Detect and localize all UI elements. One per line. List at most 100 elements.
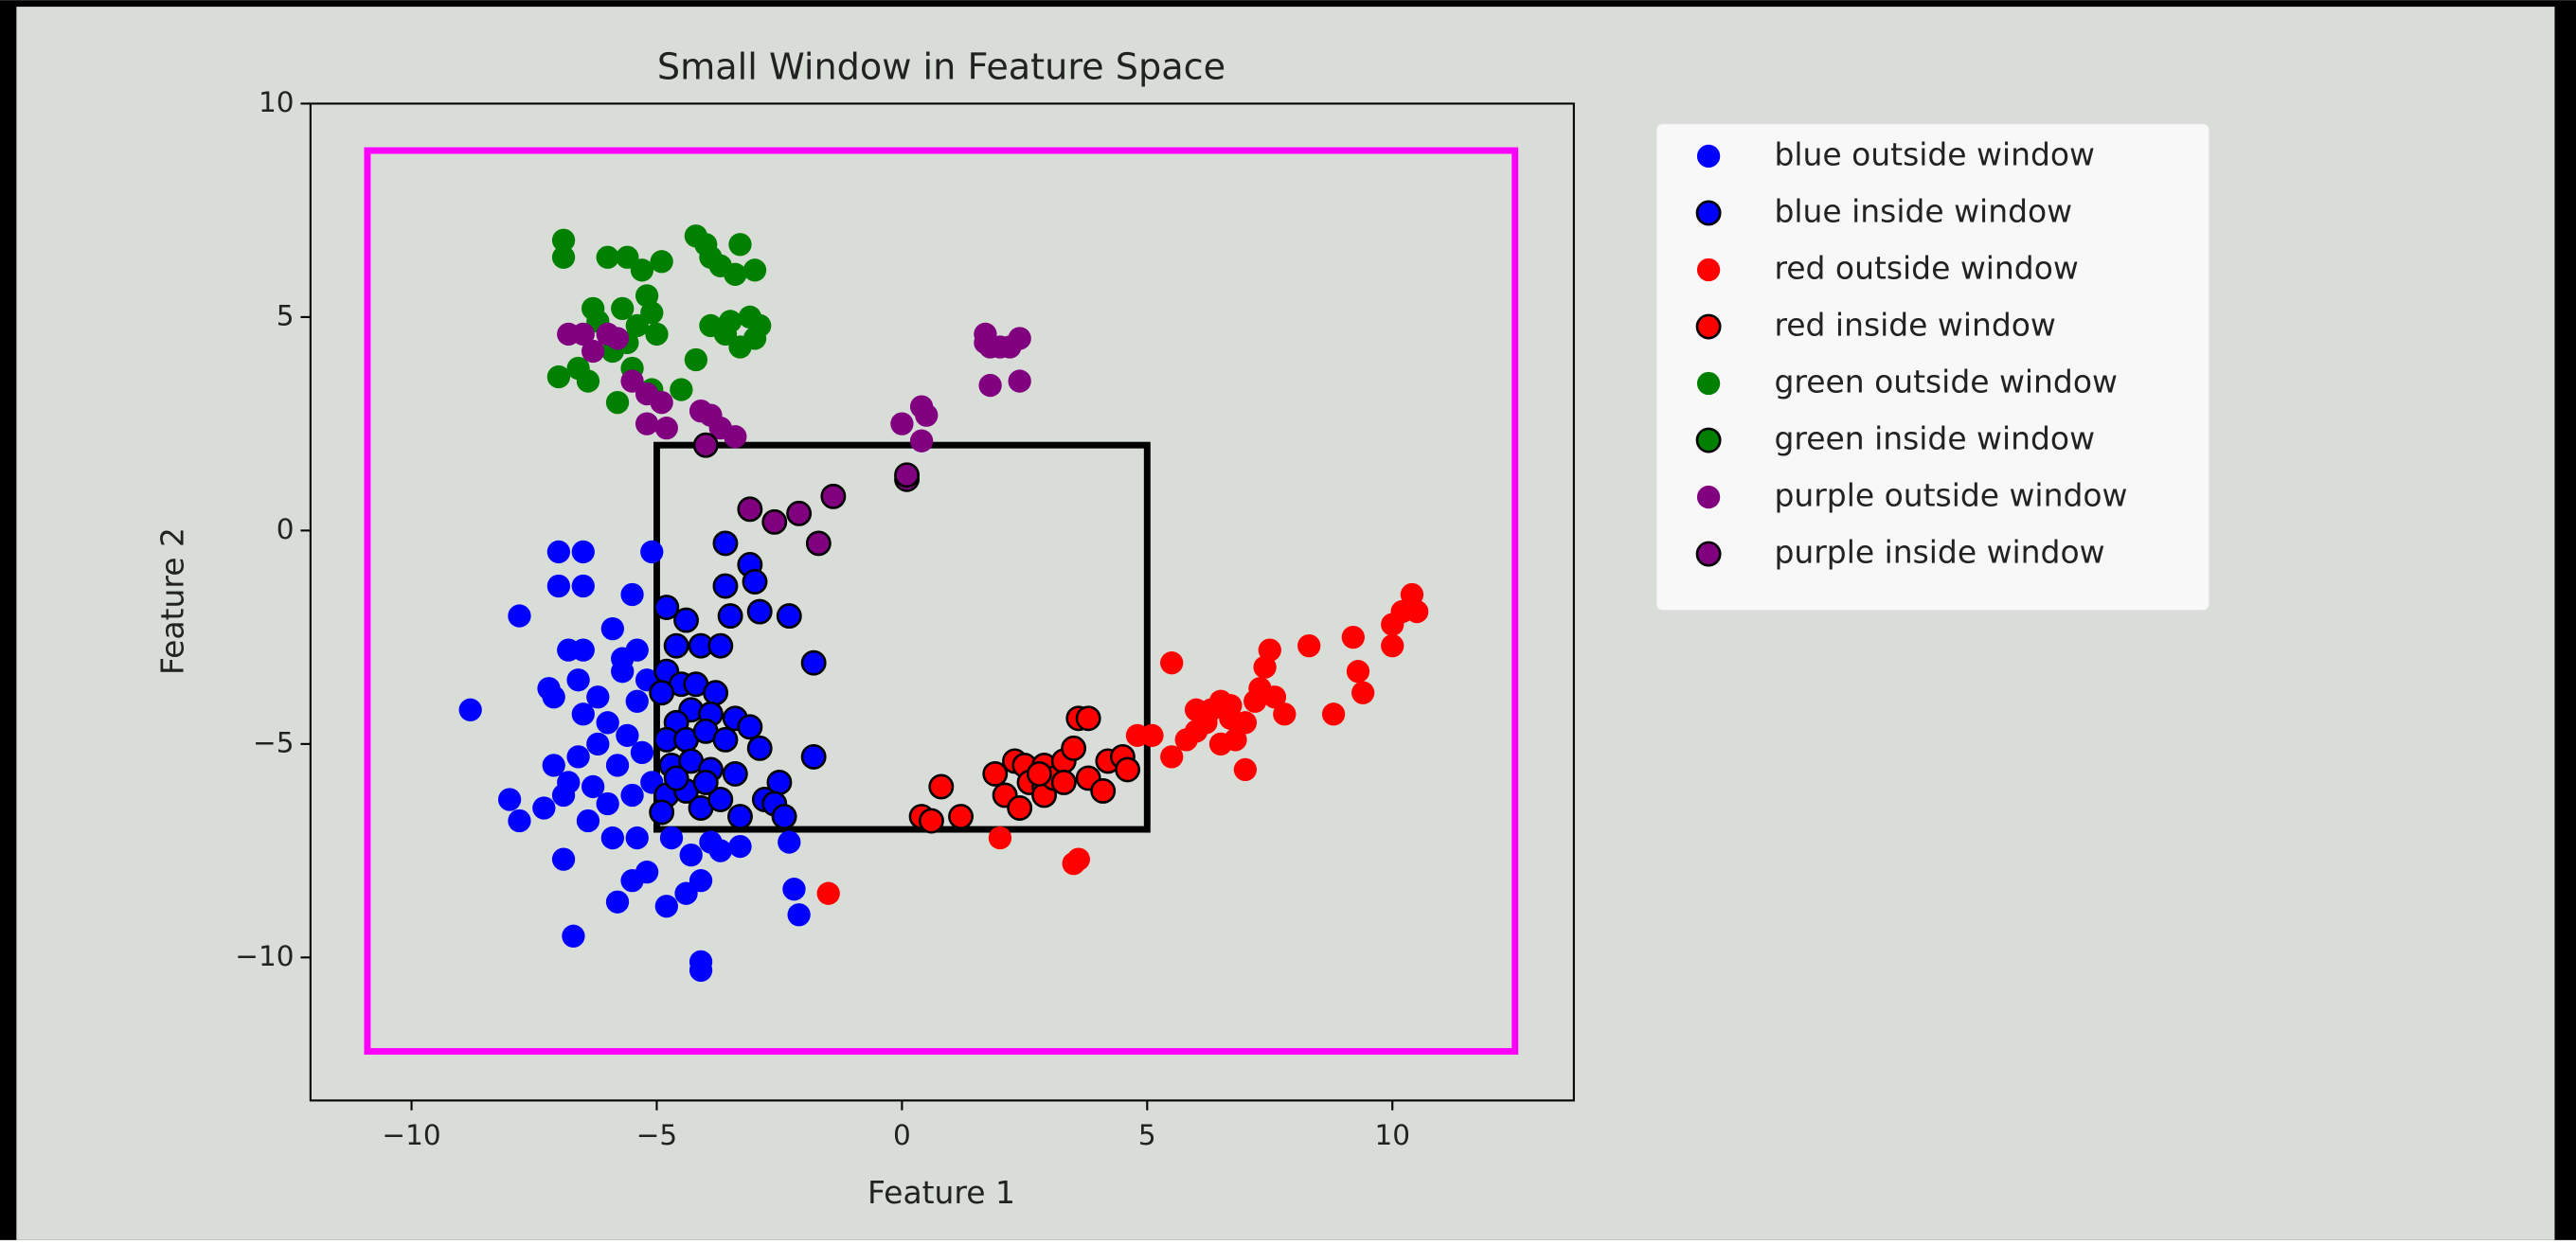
scatter-point — [1026, 760, 1052, 787]
scatter-point — [707, 632, 734, 659]
scatter-point — [551, 783, 576, 808]
scatter-point — [581, 774, 605, 799]
scatter-point — [742, 258, 767, 282]
scatter-point — [649, 799, 675, 826]
scatter-point — [689, 869, 713, 893]
scatter-point — [616, 723, 639, 747]
scatter-point — [653, 595, 680, 620]
scatter-point — [761, 508, 788, 535]
scatter-point — [712, 726, 739, 753]
legend-box — [1655, 122, 2211, 612]
x-tick-label: 0 — [893, 1119, 911, 1151]
scatter-point — [982, 760, 1009, 787]
scatter-point — [1050, 769, 1077, 795]
scatter-point — [1321, 702, 1346, 726]
scatter-point — [649, 680, 675, 706]
legend-label: purple inside window — [1774, 534, 2104, 571]
scatter-point — [1219, 694, 1243, 718]
scatter-point — [571, 702, 595, 726]
scatter-point — [679, 843, 703, 867]
scatter-point — [1008, 369, 1031, 393]
scatter-point — [586, 685, 610, 709]
scatter-point — [737, 714, 763, 740]
scatter-point — [508, 604, 531, 628]
legend-marker — [1696, 258, 1721, 282]
legend-label: red inside window — [1774, 307, 2055, 344]
scatter-point — [625, 826, 649, 850]
scatter-point — [724, 262, 747, 286]
scatter-point — [1125, 723, 1150, 747]
legend-marker — [1696, 485, 1721, 509]
scatter-point — [551, 228, 576, 252]
legend-marker — [1696, 371, 1721, 396]
scatter-point — [497, 788, 522, 811]
x-tick-label: 10 — [1374, 1119, 1410, 1151]
scatter-point — [630, 740, 654, 765]
scatter-point — [663, 632, 689, 659]
x-tick-label: 5 — [1138, 1119, 1156, 1151]
scatter-point — [890, 412, 914, 435]
legend-marker — [1695, 541, 1722, 567]
scatter-point — [737, 496, 763, 523]
scatter-point — [727, 804, 753, 829]
scatter-point — [663, 765, 689, 791]
scatter-point — [915, 403, 939, 427]
scatter-point — [611, 647, 635, 670]
scatter-point — [1090, 778, 1117, 804]
scatter-point — [771, 804, 797, 829]
chart-title: Small Window in Feature Space — [657, 46, 1225, 88]
legend-marker — [1695, 427, 1722, 453]
scatter-point — [1224, 728, 1247, 752]
scatter-point — [1346, 660, 1370, 684]
scatter-point — [712, 530, 739, 557]
scatter-point — [645, 322, 669, 347]
scatter-point — [586, 732, 610, 756]
scatter-point — [742, 569, 768, 595]
scatter-point — [546, 364, 571, 389]
scatter-point — [571, 322, 595, 347]
x-axis-label: Feature 1 — [868, 1174, 1015, 1211]
legend-label: blue outside window — [1774, 135, 2095, 172]
scatter-point — [571, 540, 595, 564]
y-tick-label: 0 — [277, 513, 295, 545]
scatter-point — [600, 826, 624, 850]
scatter-point — [571, 574, 595, 598]
scatter-point — [800, 649, 827, 676]
scatter-point — [596, 245, 619, 269]
scatter-point — [458, 698, 482, 721]
scatter-point — [746, 735, 773, 761]
scatter-point — [787, 903, 811, 927]
scatter-point — [1062, 851, 1085, 876]
legend-marker — [1696, 144, 1721, 169]
y-tick-label: 10 — [259, 86, 295, 118]
scatter-point — [928, 773, 955, 800]
scatter-point — [1351, 681, 1375, 704]
scatter-point — [635, 860, 659, 884]
scatter-point — [722, 760, 748, 787]
scatter-point — [988, 826, 1012, 850]
scatter-point — [596, 711, 619, 735]
scatter-point — [1160, 651, 1184, 675]
scatter-point — [659, 826, 684, 850]
scatter-point — [748, 313, 772, 338]
scatter-point — [508, 809, 531, 833]
scatter-point — [786, 500, 813, 526]
scatter-point — [620, 582, 644, 607]
scatter-point — [1262, 685, 1287, 709]
scatter-point — [1233, 711, 1258, 735]
legend-label: red outside window — [1774, 249, 2078, 286]
scatter-point — [542, 685, 565, 709]
scatter-point — [909, 429, 934, 453]
scatter-point — [1273, 702, 1297, 726]
scatter-point — [713, 322, 738, 347]
scatter-point — [630, 258, 654, 282]
scatter-point — [778, 830, 801, 854]
scatter-point — [684, 347, 708, 372]
scatter-point — [728, 233, 752, 257]
scatter-point — [532, 796, 556, 820]
scatter-point — [1075, 705, 1101, 732]
scatter-point — [692, 432, 719, 458]
scatter-point — [712, 573, 739, 599]
scatter-point — [605, 327, 630, 350]
